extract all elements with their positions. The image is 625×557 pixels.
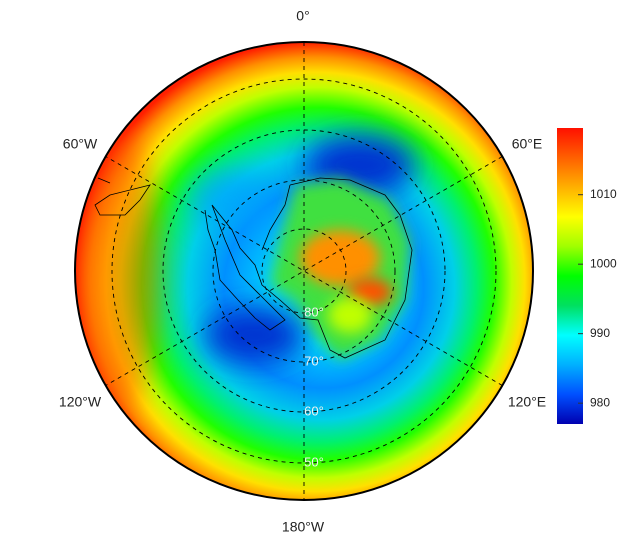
map-border bbox=[74, 41, 534, 501]
longitude-label: 60°W bbox=[63, 136, 98, 152]
parallel bbox=[111, 78, 497, 464]
colorbar-tick-label: 1000 bbox=[590, 256, 617, 270]
longitude-label: 120°E bbox=[508, 394, 546, 410]
colorbar-tick-label: 990 bbox=[590, 326, 610, 340]
longitude-label: 0° bbox=[296, 8, 309, 24]
longitude-label: 60°E bbox=[512, 136, 543, 152]
colorbar-tick-label: 1010 bbox=[590, 187, 617, 201]
graticule bbox=[105, 42, 503, 500]
south-america bbox=[94, 177, 151, 216]
colorbar-ticks: 980 990 1000 1010 bbox=[578, 187, 617, 409]
colorbar-tick-label: 980 bbox=[590, 395, 610, 409]
longitude-label: 120°W bbox=[59, 394, 102, 410]
parallel bbox=[212, 179, 396, 363]
latitude-label: 50° bbox=[304, 454, 324, 469]
latitude-label: 80° bbox=[304, 304, 324, 319]
labels: 0° 60°E 120°E 180°W 120°W 60°W 80° 70° 60° 50° bbox=[59, 8, 546, 535]
coastline bbox=[204, 177, 413, 359]
latitude-label: 60° bbox=[304, 403, 324, 418]
pressure-field bbox=[75, 42, 533, 500]
parallel bbox=[162, 129, 446, 413]
longitude-label: 180°W bbox=[282, 519, 325, 535]
parallel bbox=[261, 228, 347, 314]
latitude-label: 70° bbox=[304, 353, 324, 368]
colorbar bbox=[557, 128, 583, 424]
